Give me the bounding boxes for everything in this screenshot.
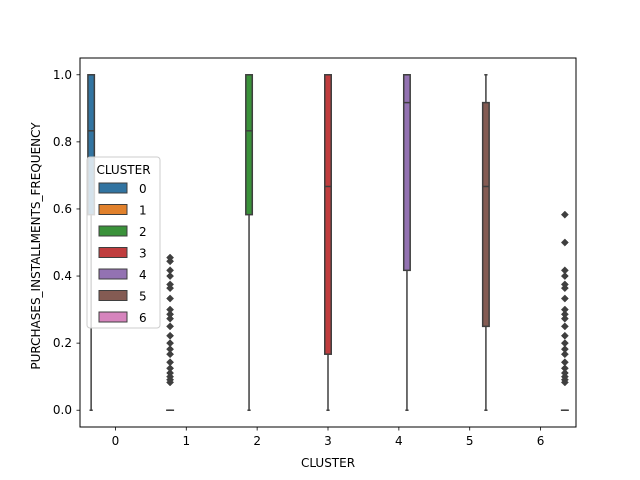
y-tick-label: 0.8 xyxy=(53,135,72,149)
y-axis-label: PURCHASES_INSTALLMENTS_FREQUENCY xyxy=(29,122,43,370)
legend-swatch xyxy=(98,290,128,301)
x-axis-label: CLUSTER xyxy=(301,456,355,470)
y-tick-label: 0.4 xyxy=(53,269,72,283)
outlier-point xyxy=(166,369,175,377)
box-1 xyxy=(166,253,175,411)
y-tick-label: 0.2 xyxy=(53,336,72,350)
outlier-point xyxy=(560,310,569,319)
outlier-point xyxy=(166,339,175,348)
outlier-point xyxy=(560,314,569,323)
legend-swatch xyxy=(98,182,128,194)
y-axis: 0.0 0.2 0.4 0.6 0.8 1.0 xyxy=(53,68,80,417)
legend-label: 1 xyxy=(139,204,147,218)
outlier-point xyxy=(166,331,175,340)
legend-swatch xyxy=(98,225,128,237)
x-tick-label: 0 xyxy=(112,434,120,448)
box-iqr xyxy=(245,74,254,216)
outlier-point xyxy=(560,238,569,247)
legend-label: 0 xyxy=(139,182,147,196)
outlier-point xyxy=(166,314,175,323)
legend-label: 2 xyxy=(139,225,147,239)
outlier-point xyxy=(166,310,175,319)
outlier-point xyxy=(560,266,569,275)
y-tick-label: 1.0 xyxy=(53,68,72,82)
legend-swatch xyxy=(98,268,128,280)
x-axis: 0 1 2 3 4 5 6 xyxy=(112,427,545,448)
legend-label: 6 xyxy=(139,311,147,325)
y-tick-label: 0.6 xyxy=(53,202,72,216)
box-iqr xyxy=(402,74,411,272)
x-tick-label: 5 xyxy=(466,434,474,448)
box-2 xyxy=(245,74,254,411)
box-iqr xyxy=(481,101,490,328)
legend-swatch xyxy=(98,204,128,215)
outlier-point xyxy=(560,364,569,373)
box-3 xyxy=(324,74,332,411)
plot-area xyxy=(79,57,577,428)
y-tick-label: 0.0 xyxy=(53,403,72,417)
legend-swatch xyxy=(98,311,128,323)
x-tick-label: 2 xyxy=(253,434,261,448)
x-tick-label: 4 xyxy=(395,434,403,448)
outlier-point xyxy=(166,294,175,303)
outlier-point xyxy=(166,272,175,280)
outlier-point xyxy=(166,305,175,314)
legend-frame xyxy=(86,156,161,329)
box-4 xyxy=(402,74,411,411)
outlier-point xyxy=(560,305,569,314)
legend-title: CLUSTER xyxy=(96,163,150,177)
box-5 xyxy=(481,74,490,411)
outlier-point xyxy=(560,210,569,219)
outlier-point xyxy=(166,358,175,367)
outlier-point xyxy=(560,345,569,354)
x-tick-label: 1 xyxy=(182,434,190,448)
outlier-point xyxy=(560,294,569,303)
outlier-point xyxy=(166,350,175,359)
outlier-point xyxy=(166,266,175,275)
legend-label: 5 xyxy=(139,290,147,304)
box-6 xyxy=(560,210,569,411)
x-tick-label: 6 xyxy=(537,434,545,448)
legend-label: 3 xyxy=(139,247,147,261)
legend-label: 4 xyxy=(139,268,147,282)
outlier-point xyxy=(560,369,569,377)
outlier-point xyxy=(560,358,569,367)
outlier-point xyxy=(166,364,175,373)
outlier-point xyxy=(166,322,175,331)
outlier-point xyxy=(560,322,569,331)
outlier-point xyxy=(560,339,569,348)
legend-swatch xyxy=(98,247,128,258)
box-iqr xyxy=(324,74,332,355)
outlier-point xyxy=(166,253,175,262)
outlier-point xyxy=(560,331,569,340)
legend: CLUSTER 0 1 2 3 4 5 6 xyxy=(86,156,161,329)
outlier-point xyxy=(560,280,569,289)
x-tick-label: 3 xyxy=(324,434,332,448)
outlier-point xyxy=(166,345,175,354)
outlier-point xyxy=(560,350,569,359)
outlier-point xyxy=(560,272,569,280)
outlier-point xyxy=(166,280,175,289)
